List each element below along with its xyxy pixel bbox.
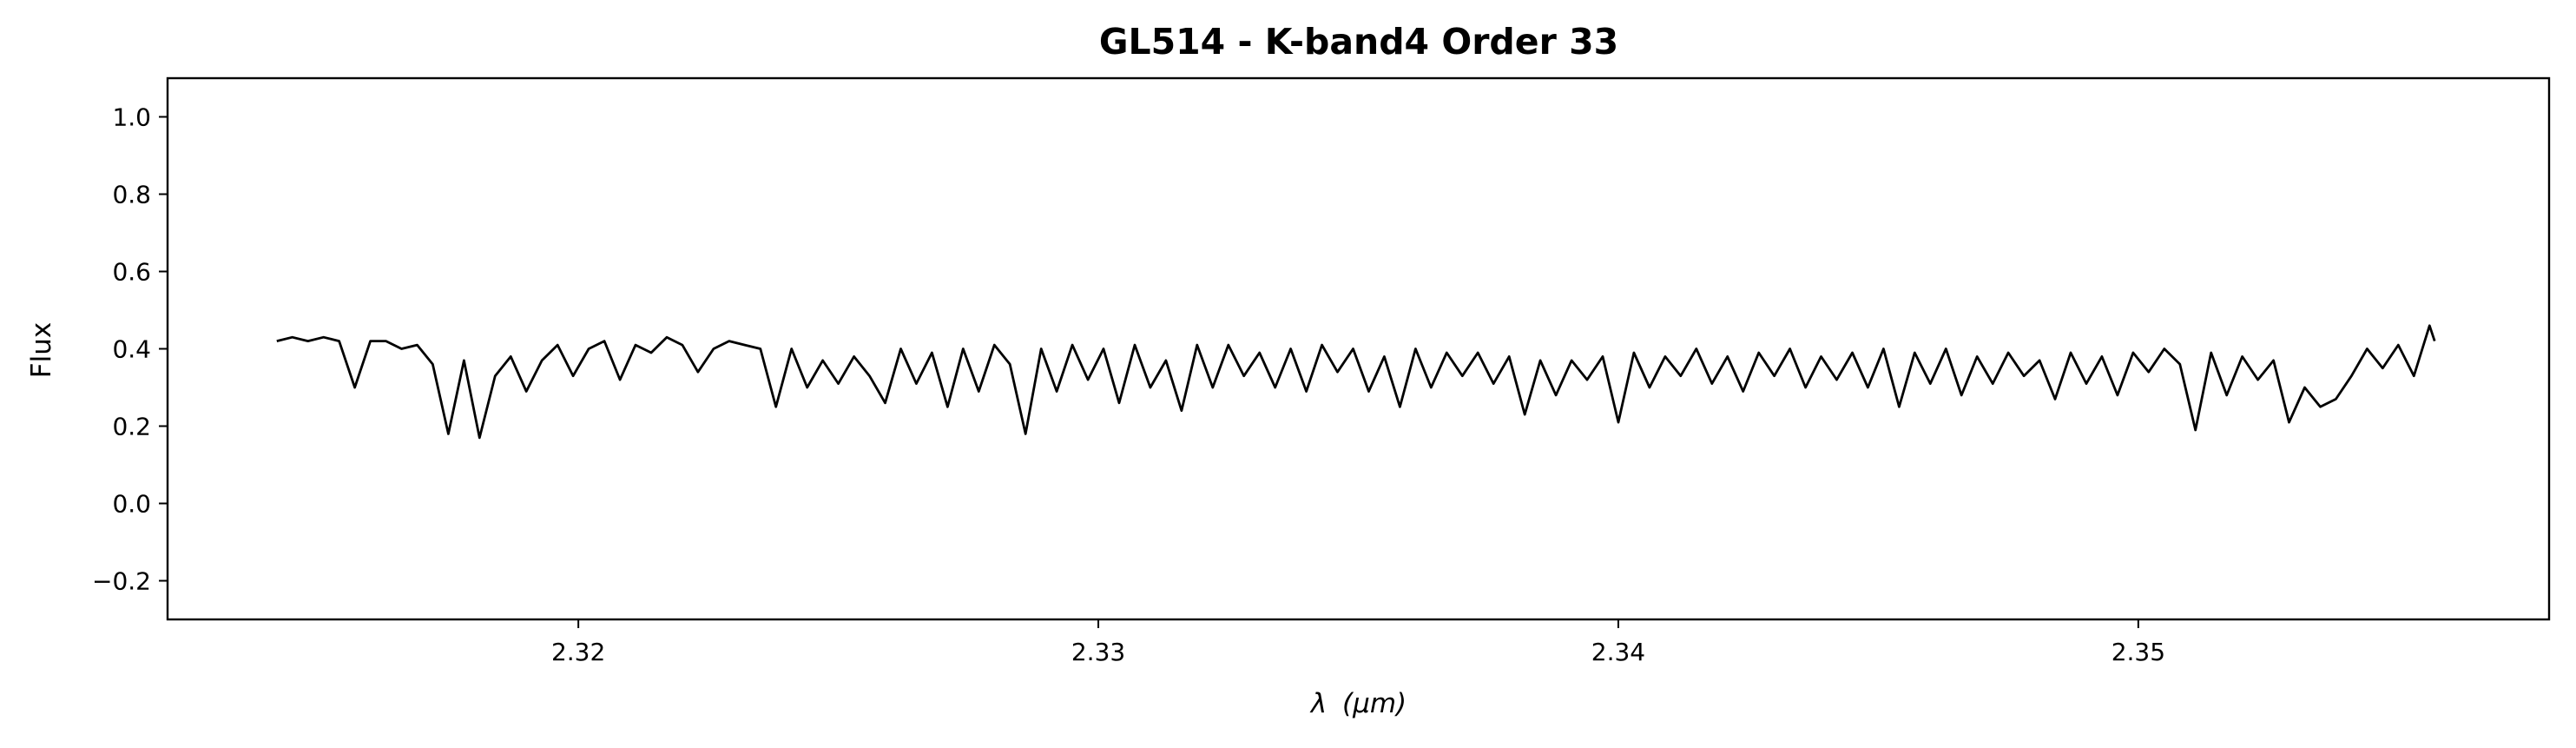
plot-frame	[166, 76, 2551, 621]
y-tick-label: 1.0	[112, 103, 151, 132]
x-tick-label: 2.32	[551, 638, 605, 666]
x-axis-label: λ (μm)	[1309, 688, 1407, 719]
y-axis-ticks: −0.2 0.0 0.2 0.4 0.6 0.8 1.0	[92, 103, 168, 596]
y-tick-label: 0.2	[112, 413, 151, 441]
x-tick-label: 2.33	[1071, 638, 1125, 666]
y-tick-label: 0.8	[112, 181, 151, 209]
x-axis-ticks: 2.32 2.33 2.34 2.35	[551, 619, 2165, 666]
y-tick-label: 0.6	[112, 258, 151, 287]
y-tick-label: −0.2	[92, 567, 151, 596]
x-tick-label: 2.34	[1591, 638, 1645, 666]
flux-series-line	[276, 324, 2436, 440]
y-axis-label: Flux	[26, 322, 57, 378]
chart-title: GL514 - K-band4 Order 33	[1099, 21, 1618, 63]
y-tick-label: 0.0	[112, 490, 151, 519]
y-tick-label: 0.4	[112, 335, 151, 364]
x-tick-label: 2.35	[2112, 638, 2165, 666]
x-axis-label-symbol: λ	[1309, 688, 1327, 719]
x-axis-label-unit: (μm)	[1342, 688, 1407, 719]
